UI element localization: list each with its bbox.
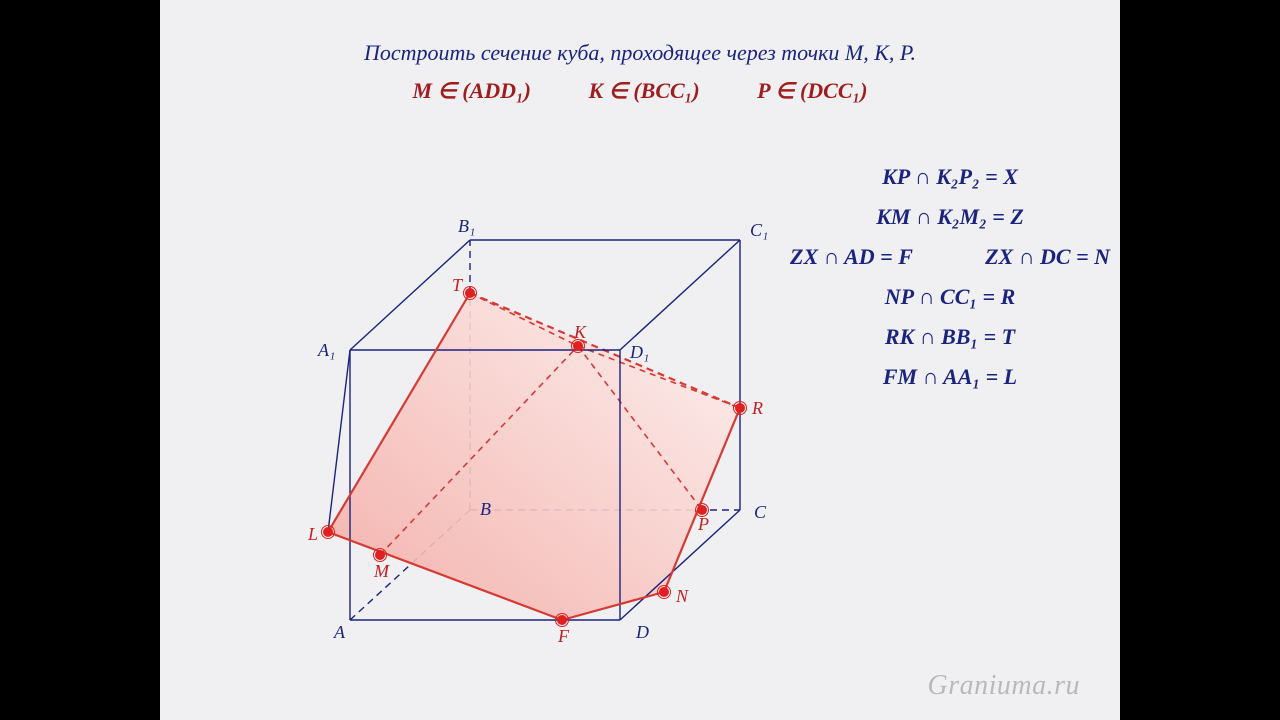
svg-text:T: T: [452, 275, 464, 295]
svg-text:D₁: D₁: [629, 342, 649, 362]
eq-row: KP ∩ K₂P₂ = X: [790, 164, 1110, 190]
equations-block: KP ∩ K₂P₂ = X KM ∩ K₂M₂ = Z ZX ∩ AD = F …: [790, 150, 1110, 404]
watermark: Graniuma.ru: [927, 670, 1080, 702]
condition-2: K ∈ (BCC₁): [588, 78, 699, 103]
title-line: Построить сечение куба, проходящее через…: [160, 40, 1120, 66]
title-suffix: .: [911, 40, 917, 65]
svg-text:C₁: C₁: [750, 220, 768, 240]
eq-left: ZX ∩ AD = F: [790, 244, 913, 270]
eq-row-pair: ZX ∩ AD = F ZX ∩ DC = N: [790, 244, 1110, 270]
svg-text:K: K: [573, 322, 587, 342]
svg-text:L: L: [307, 524, 318, 544]
svg-text:R: R: [751, 398, 763, 418]
eq-right: ZX ∩ DC = N: [985, 244, 1110, 270]
svg-text:F: F: [557, 626, 570, 646]
svg-text:P: P: [697, 514, 709, 534]
right-black-bar: [1120, 0, 1280, 720]
svg-text:D: D: [635, 622, 649, 642]
svg-text:B: B: [480, 499, 491, 519]
condition-1: M ∈ (ADD₁): [412, 78, 531, 103]
title-text: Построить сечение куба, проходящее через…: [364, 40, 845, 65]
eq-row: FM ∩ AA₁ = L: [790, 364, 1110, 390]
condition-3: P ∈ (DCC₁): [757, 78, 867, 103]
svg-text:N: N: [675, 586, 689, 606]
content-area: Построить сечение куба, проходящее через…: [160, 0, 1120, 720]
eq-row: KM ∩ K₂M₂ = Z: [790, 204, 1110, 230]
eq-row: NP ∩ CC₁ = R: [790, 284, 1110, 310]
svg-text:A: A: [333, 622, 346, 642]
cube-diagram: A D B C A₁ D₁ B₁ C₁ L T R N F M K P: [220, 150, 780, 710]
conditions-line: M ∈ (ADD₁) K ∈ (BCC₁) P ∈ (DCC₁): [160, 78, 1120, 104]
svg-text:B₁: B₁: [458, 216, 475, 236]
svg-text:A₁: A₁: [317, 340, 335, 360]
page: Построить сечение куба, проходящее через…: [0, 0, 1280, 720]
left-black-bar: [0, 0, 160, 720]
title-points: M, K, P: [845, 40, 911, 65]
eq-row: RK ∩ BB₁ = T: [790, 324, 1110, 350]
svg-text:C: C: [754, 502, 767, 522]
svg-text:M: M: [373, 561, 390, 581]
